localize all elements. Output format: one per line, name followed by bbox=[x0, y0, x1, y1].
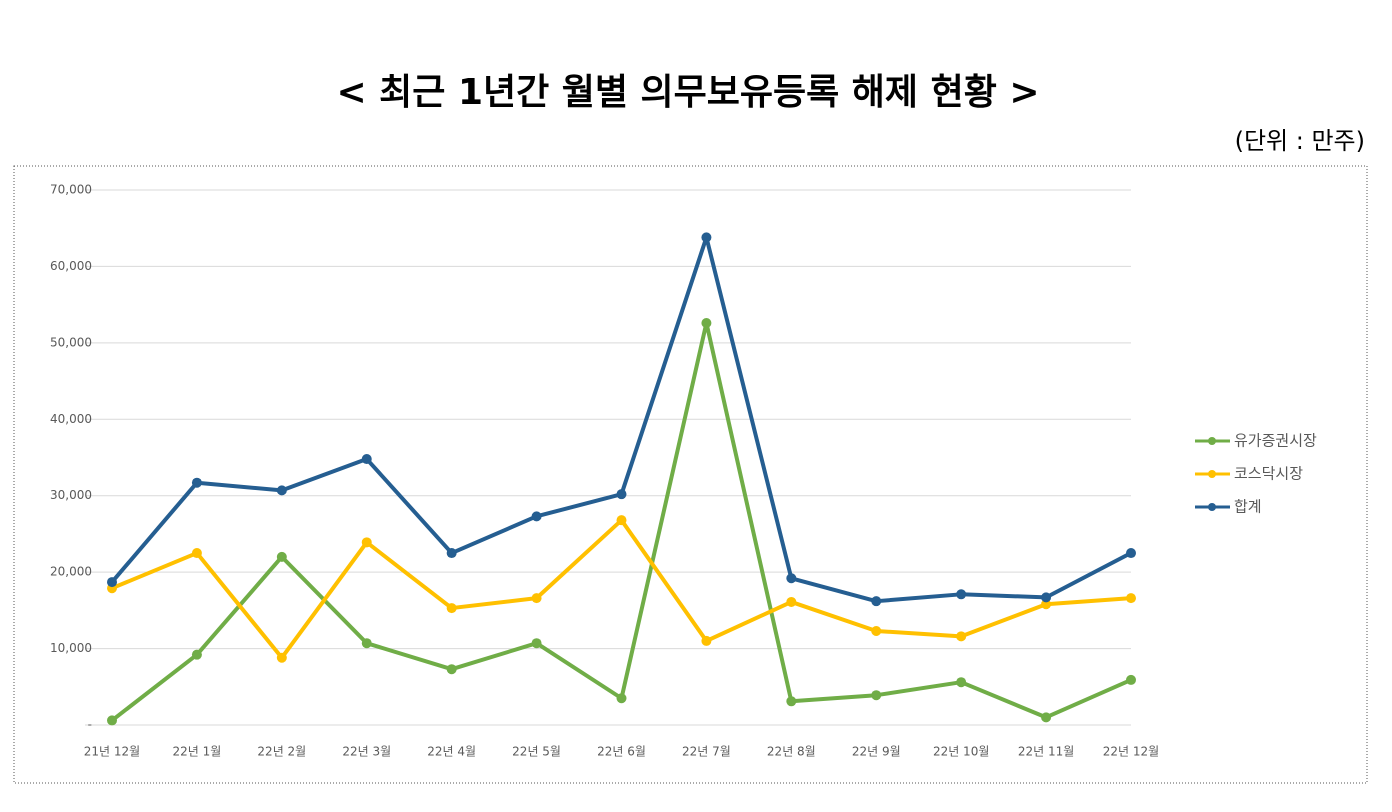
data-point bbox=[701, 232, 712, 243]
x-tick-label: 22년 8월 bbox=[767, 745, 816, 759]
data-point bbox=[191, 477, 202, 488]
data-point bbox=[1041, 592, 1052, 603]
data-point bbox=[956, 631, 967, 642]
data-point bbox=[107, 577, 117, 588]
data-point bbox=[956, 589, 967, 600]
y-tick-label: 50,000 bbox=[50, 335, 92, 349]
data-point bbox=[361, 454, 372, 465]
chart-title: < 최근 1년간 월별 의무보유등록 해제 현황 > bbox=[336, 72, 1039, 113]
unit-note: (단위 : 만주) bbox=[1235, 127, 1365, 155]
data-point bbox=[786, 696, 797, 707]
x-tick-label: 22년 3월 bbox=[342, 745, 391, 759]
legend-label: 유가증권시장 bbox=[1234, 432, 1317, 450]
legend-marker bbox=[1208, 470, 1216, 478]
data-point bbox=[361, 638, 372, 649]
x-tick-label: 22년 10월 bbox=[933, 745, 989, 759]
data-point bbox=[871, 596, 882, 607]
data-point bbox=[531, 593, 542, 604]
x-tick-label: 22년 5월 bbox=[512, 745, 561, 759]
x-tick-label: 22년 7월 bbox=[682, 745, 731, 759]
chart-frame bbox=[13, 165, 1368, 784]
x-tick-label: 22년 11월 bbox=[1018, 745, 1074, 759]
data-point bbox=[191, 649, 202, 660]
data-point bbox=[276, 485, 287, 496]
legend-label: 코스닥시장 bbox=[1234, 465, 1303, 483]
data-point bbox=[1041, 599, 1052, 610]
y-tick-label: 70,000 bbox=[50, 183, 92, 197]
data-point bbox=[871, 690, 882, 701]
data-point bbox=[107, 715, 117, 726]
x-tick-label: 22년 12월 bbox=[1103, 745, 1159, 759]
x-tick-label: 22년 9월 bbox=[852, 745, 901, 759]
data-point bbox=[276, 652, 287, 663]
y-tick-label: 60,000 bbox=[50, 259, 92, 273]
data-point bbox=[786, 596, 797, 607]
x-tick-label: 22년 6월 bbox=[597, 745, 646, 759]
data-point bbox=[701, 635, 712, 646]
data-point bbox=[786, 573, 797, 584]
data-point bbox=[1041, 712, 1052, 723]
data-point bbox=[446, 603, 457, 614]
legend-label: 합계 bbox=[1234, 498, 1262, 516]
x-tick-label: 22년 4월 bbox=[427, 745, 476, 759]
x-tick-label: 22년 2월 bbox=[257, 745, 306, 759]
y-tick-label: 40,000 bbox=[50, 412, 92, 426]
data-point bbox=[616, 515, 627, 526]
data-point bbox=[1126, 593, 1136, 604]
legend-marker bbox=[1208, 437, 1216, 445]
data-point bbox=[956, 677, 967, 688]
y-tick-label: 10,000 bbox=[50, 641, 92, 655]
y-tick-label: 20,000 bbox=[50, 565, 92, 579]
data-point bbox=[446, 664, 457, 675]
data-point bbox=[1126, 548, 1136, 559]
data-point bbox=[361, 537, 372, 548]
data-point bbox=[871, 625, 882, 636]
data-point bbox=[531, 511, 542, 522]
legend-marker bbox=[1208, 503, 1216, 511]
y-tick-label: 30,000 bbox=[50, 488, 92, 502]
data-point bbox=[531, 638, 542, 649]
data-point bbox=[616, 693, 627, 704]
data-point bbox=[276, 551, 287, 562]
data-point bbox=[616, 489, 627, 500]
y-tick-label: - bbox=[88, 718, 92, 732]
data-point bbox=[191, 548, 202, 559]
data-point bbox=[1126, 674, 1136, 685]
data-point bbox=[446, 548, 457, 559]
x-tick-label: 21년 12월 bbox=[84, 745, 140, 759]
data-point bbox=[701, 317, 712, 328]
x-tick-label: 22년 1월 bbox=[173, 745, 222, 759]
